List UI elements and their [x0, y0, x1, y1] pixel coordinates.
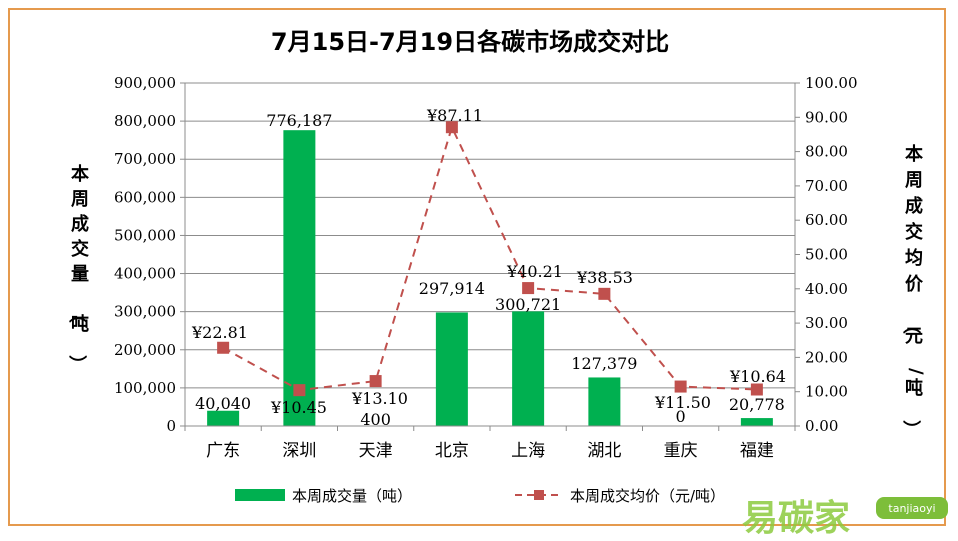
line-data-label: ¥11.50: [654, 393, 711, 412]
left-tick-label: 0: [166, 417, 176, 435]
x-tick-label: 天津: [359, 441, 393, 461]
bar: [740, 418, 773, 426]
legend-line-label: 本周成交均价（元/吨）: [570, 487, 725, 505]
line-data-label: ¥10.64: [729, 367, 786, 386]
watermark-badge: [876, 497, 948, 519]
x-tick-label: 广东: [206, 441, 240, 461]
line-marker: [598, 287, 611, 300]
bar: [435, 312, 468, 426]
left-tick-label: 500,000: [114, 226, 176, 244]
left-tick-label: 200,000: [114, 341, 176, 359]
x-tick-label: 北京: [435, 441, 469, 461]
right-tick-label: 70.00: [805, 177, 848, 195]
left-tick-label: 600,000: [114, 188, 176, 206]
bar-data-label: 297,914: [419, 279, 485, 298]
line-data-label: ¥22.81: [191, 323, 248, 342]
left-tick-label: 300,000: [114, 303, 176, 321]
right-tick-label: 0.00: [805, 417, 838, 435]
line-series: [217, 121, 763, 397]
left-axis-title: 本周成交量（吨）: [66, 163, 89, 373]
legend-line-marker: [534, 490, 544, 500]
line-data-label: ¥87.11: [426, 106, 483, 125]
bar-data-label: 300,721: [495, 295, 561, 314]
right-tick-label: 100.00: [805, 74, 858, 92]
right-tick-label: 60.00: [805, 211, 848, 229]
right-axis-title-text: 本周成交均价（元/吨）: [900, 143, 927, 438]
legend-bar-swatch: [235, 489, 285, 501]
x-tick-label: 深圳: [282, 441, 316, 461]
right-tick-label: 40.00: [805, 280, 848, 298]
right-tick-label: 20.00: [805, 348, 848, 366]
bar-data-label: 20,778: [729, 395, 785, 414]
left-axis-title-text: 本周成交量（吨）: [66, 163, 89, 373]
line-data-label: ¥13.10: [351, 389, 408, 408]
chart-frame: [8, 8, 946, 526]
line-marker: [369, 375, 382, 388]
data-labels: 40,040 776,187 400 297,914 300,721 127,379 0 20…: [191, 106, 786, 429]
right-tick-label: 80.00: [805, 143, 848, 161]
right-tick-label: 30.00: [805, 314, 848, 332]
line-data-label: ¥38.53: [576, 268, 633, 287]
x-tick-label: 上海: [511, 441, 545, 461]
bar: [588, 377, 621, 426]
left-tick-label: 900,000: [114, 74, 176, 92]
line-marker: [750, 383, 763, 396]
axes: 0 100,000 200,000 300,000 400,000 500,000 600,…: [114, 74, 858, 461]
left-tick-label: 700,000: [114, 150, 176, 168]
bar: [283, 130, 316, 426]
x-tick-label: 福建: [740, 441, 774, 461]
legend-bar-label: 本周成交量（吨）: [292, 487, 412, 505]
line-marker: [674, 380, 687, 393]
watermark-text: 易碳家: [742, 498, 850, 539]
bar-data-label: 400: [360, 410, 391, 429]
x-tick-label: 湖北: [587, 441, 621, 461]
right-tick-label: 10.00: [805, 383, 848, 401]
bar-data-label: 40,040: [195, 394, 251, 413]
right-axis-title: 本周成交均价（元/吨）: [900, 143, 927, 438]
bar-series: [207, 130, 773, 426]
line-marker: [293, 384, 306, 397]
bar-data-label: 0: [676, 407, 686, 426]
line-path: [222, 124, 757, 392]
left-tick-label: 400,000: [114, 265, 176, 283]
bar: [512, 311, 545, 426]
left-tick-label: 800,000: [114, 112, 176, 130]
right-tick-label: 50.00: [805, 246, 848, 264]
bar-data-label: 127,379: [571, 354, 637, 373]
left-tick-label: 100,000: [114, 379, 176, 397]
watermark-logo: 易碳家 tanjiaoyi: [742, 497, 948, 539]
bar-data-label: 776,187: [266, 111, 332, 130]
right-tick-label: 90.00: [805, 108, 848, 126]
line-marker: [522, 282, 535, 295]
x-tick-label: 重庆: [664, 441, 698, 461]
line-marker: [445, 121, 458, 134]
line-data-label: ¥10.45: [270, 398, 327, 417]
chart-title: 7月15日-7月19日各碳市场成交对比: [271, 28, 669, 56]
line-data-label: ¥40.21: [506, 262, 563, 281]
legend: 本周成交量（吨） 本周成交均价（元/吨）: [235, 487, 725, 505]
line-marker: [217, 341, 230, 354]
watermark-sub: tanjiaoyi: [888, 502, 935, 515]
bar: [207, 410, 240, 426]
